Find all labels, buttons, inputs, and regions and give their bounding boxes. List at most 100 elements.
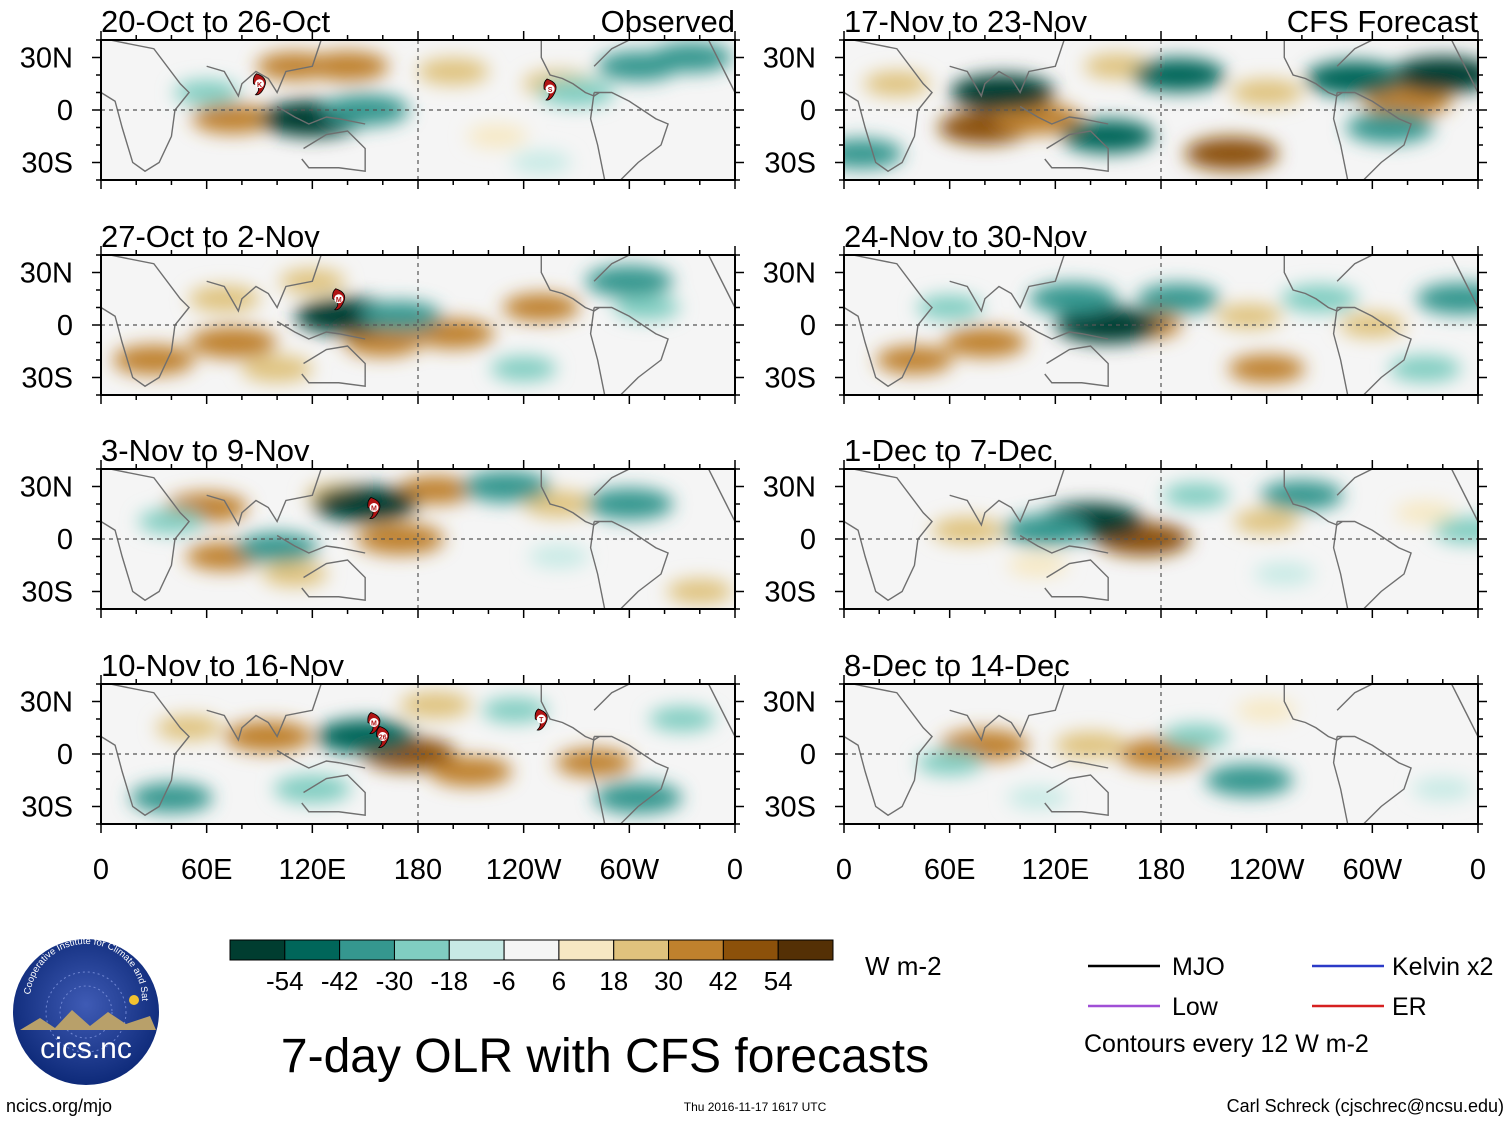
anomaly-obs3-10 [585, 488, 674, 520]
anomaly-blobs [844, 53, 1478, 171]
anomaly-obs2-12 [613, 295, 680, 320]
coastline-6 [1336, 684, 1373, 711]
coastline-4 [540, 469, 600, 526]
anomaly-obs2-7 [241, 355, 313, 382]
storm-eye [369, 503, 379, 512]
footer-url: ncics.org/mjo [6, 1096, 112, 1116]
coastline-5 [589, 91, 669, 180]
storm-label: K [257, 82, 262, 89]
colorbar-swatch [393, 939, 450, 961]
anomaly-fcst3-10 [1254, 562, 1315, 586]
colorbar-tick-label: 30 [654, 966, 683, 996]
anomaly-obs1-2 [306, 51, 389, 82]
lat-label: 30N [20, 472, 73, 504]
anomaly-obs3-3 [397, 475, 475, 505]
anomaly-obs4-6 [315, 719, 415, 754]
anomaly-fcst3-9 [1433, 517, 1478, 544]
lat-label: 30S [764, 148, 816, 180]
colorbar-swatch [503, 939, 560, 961]
lat-label: 30S [764, 577, 816, 609]
colorbar-swatch [777, 939, 834, 961]
panel-obs3: 30N 0 30S 3-Nov to 9-Nov M [20, 433, 744, 618]
lat-label: 0 [800, 310, 816, 342]
anomaly-obs3-6 [261, 561, 328, 587]
legend: MJO Kelvin x2 Low ER Contours every 12 W… [1084, 953, 1493, 1058]
lat-label: 0 [57, 739, 73, 771]
lat-label: 30S [764, 792, 816, 824]
coastlines [844, 255, 1478, 395]
logo-disc [13, 939, 159, 1085]
lat-label: 0 [57, 524, 73, 556]
anomaly-fcst1-3 [1363, 85, 1452, 118]
anomaly-obs3-7 [666, 579, 733, 604]
anomaly-obs4-2 [429, 756, 513, 787]
anomaly-field [844, 255, 1478, 395]
coastline-7 [1450, 469, 1478, 522]
lon-label-right: 0 [1470, 854, 1486, 886]
coastline-6 [593, 684, 630, 711]
coastline-1 [206, 255, 322, 313]
colorbar-units: W m-2 [865, 951, 942, 981]
anomaly-fcst1-8 [1061, 119, 1155, 153]
coastline-0 [101, 40, 190, 173]
anomaly-obs3-5 [523, 490, 595, 518]
anomaly-obs1-12 [538, 78, 615, 107]
coastline-1 [949, 255, 1065, 313]
storm-eye [334, 294, 344, 304]
lat-label: 0 [57, 310, 73, 342]
anomaly-fcst4-5 [1163, 724, 1230, 749]
anomaly-obs4-3 [399, 691, 472, 719]
anomaly-field [101, 255, 735, 395]
coastline-2 [301, 130, 366, 173]
panel-obs1: 30N 0 30S 20-Oct to 26-Oct Observed K S [20, 4, 744, 189]
coastline-3 [1019, 749, 1109, 769]
coastline-7 [1450, 255, 1478, 308]
colorbar-tick-label: 6 [552, 966, 566, 996]
anomaly-blobs [875, 282, 1478, 383]
lat-label: 30S [21, 792, 73, 824]
coastline-4 [1283, 469, 1343, 526]
anomaly-obs2-11 [490, 356, 557, 382]
panel-title: 24-Nov to 30-Nov [844, 219, 1087, 254]
anomaly-obs3-11 [235, 532, 319, 563]
coastline-3 [276, 105, 366, 125]
anomaly-obs4-10 [481, 697, 548, 723]
anomaly-fcst4-6 [916, 750, 983, 776]
coastline-0 [844, 684, 933, 817]
anomaly-obs2-10 [585, 265, 674, 298]
anomaly-fcst1-13 [1345, 111, 1434, 144]
colorbar-tick-label: 18 [599, 966, 628, 996]
coastline-5 [589, 735, 669, 824]
lon-label-right: 60E [924, 854, 976, 886]
storm-label: M [371, 721, 377, 728]
logo-mountains [20, 1010, 156, 1030]
anomaly-obs1-3 [417, 58, 489, 85]
anomaly-fcst3-1 [931, 517, 1004, 544]
colorbar-tick-label: -6 [493, 966, 516, 996]
anomaly-field [101, 469, 735, 609]
coastline-1 [949, 40, 1065, 98]
anomaly-obs4-8 [594, 781, 683, 814]
lon-label-left: 60W [600, 854, 660, 886]
lon-label-right: 120E [1021, 854, 1089, 886]
anomaly-fcst2-3 [875, 345, 953, 375]
coastline-5 [1332, 306, 1412, 395]
coastlines [101, 255, 735, 395]
anomaly-fcst3-3 [1394, 501, 1456, 525]
lat-label: 0 [57, 95, 73, 127]
anomaly-fcst2-5 [1216, 303, 1283, 329]
coastline-1 [206, 684, 322, 742]
storm-label: M [371, 506, 377, 513]
panel-title: 1-Dec to 7-Dec [844, 433, 1052, 468]
panel-title: 8-Dec to 14-Dec [844, 648, 1070, 683]
anomaly-obs4-0 [224, 720, 313, 753]
colorbar-tick-label: -54 [266, 966, 304, 996]
panel-ticks [92, 460, 744, 618]
coastlines [844, 469, 1478, 609]
coastline-3 [1019, 320, 1109, 340]
anomaly-obs2-6 [112, 345, 196, 375]
colorbar-swatch [284, 939, 341, 961]
coastline-6 [593, 40, 630, 67]
panel-ticks [92, 675, 744, 833]
coastline-3 [276, 534, 366, 554]
